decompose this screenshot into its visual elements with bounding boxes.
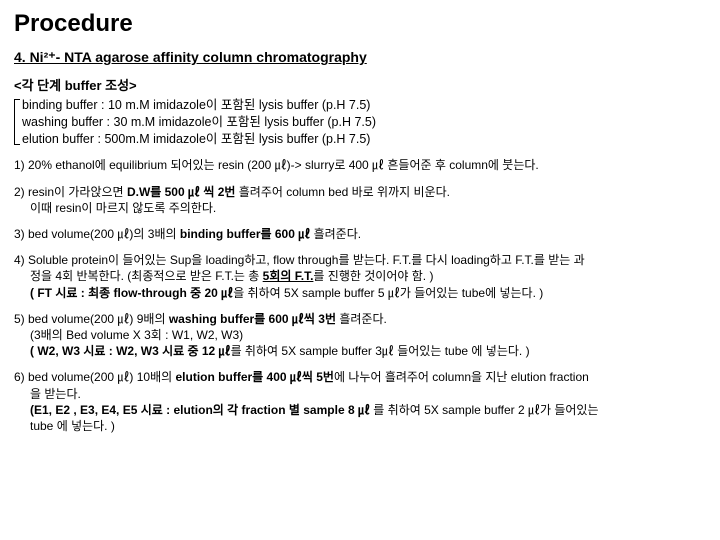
step-6-a: 6) bed volume(200 ㎕) 10배의 (14, 370, 176, 384)
step-6-e: 를 취하여 5X sample buffer 2 ㎕가 들어있는 (370, 403, 599, 417)
section-subtitle: 4. Ni²⁺- NTA agarose affinity column chr… (14, 48, 706, 67)
step-1: 1) 20% ethanol에 equilibrium 되어있는 resin (… (14, 157, 706, 173)
step-4-e: 을 취하여 5X sample buffer 5 ㎕가 들어있는 tube에 넣… (233, 286, 543, 300)
step-6-c: 에 나누어 흘려주어 column을 지난 elution fraction (334, 370, 589, 384)
step-2-a: 2) resin이 가라앉으면 (14, 185, 127, 199)
step-1-text: 1) 20% ethanol에 equilibrium 되어있는 resin (… (14, 158, 539, 172)
step-4-bold: 5회의 F.T. (263, 269, 314, 283)
step-6-bold: elution buffer를 400 ㎕씩 5번 (176, 370, 334, 384)
step-4-line2: 정을 4회 반복한다. (최종적으로 받은 F.T.는 총 5회의 F.T.를 … (14, 268, 706, 284)
step-6-d: (E1, E2 , E3, E4, E5 시료 : elution의 각 fra… (30, 403, 370, 417)
buffer-block: binding buffer : 10 m.M imidazole이 포함된 l… (14, 97, 706, 148)
bracket-icon (14, 99, 20, 146)
step-5-bold: washing buffer를 600 ㎕씩 3번 (169, 312, 336, 326)
step-5-c: 흘려준다. (336, 312, 387, 326)
step-5-e: ( W2, W3 시료 : W2, W3 시료 중 12 ㎕ (30, 344, 231, 358)
step-5: 5) bed volume(200 ㎕) 9배의 washing buffer를… (14, 311, 706, 360)
step-2: 2) resin이 가라앉으면 D.W를 500 ㎕ 씩 2번 흘려주어 col… (14, 184, 706, 216)
step-3: 3) bed volume(200 ㎕)의 3배의 binding buffer… (14, 226, 706, 242)
step-4-a2: 정을 4회 반복한다. (최종적으로 받은 F.T.는 총 (30, 269, 263, 283)
step-4-c: 를 진행한 것이어야 함. ) (313, 269, 433, 283)
step-4: 4) Soluble protein이 들어있는 Sup을 loading하고,… (14, 252, 706, 301)
buffer-heading: <각 단계 buffer 조성> (14, 77, 706, 95)
step-5-a: 5) bed volume(200 ㎕) 9배의 (14, 312, 169, 326)
step-6-e2: tube 에 넣는다. ) (14, 418, 706, 434)
buffer-line-1: binding buffer : 10 m.M imidazole이 포함된 l… (22, 97, 706, 114)
step-3-c: 흘려준다. (310, 227, 361, 241)
buffer-line-2: washing buffer : 30 m.M imidazole이 포함된 l… (22, 114, 706, 131)
step-5-line3: ( W2, W3 시료 : W2, W3 시료 중 12 ㎕를 취하여 5X s… (14, 343, 706, 359)
step-5-d: (3배의 Bed volume X 3회 : W1, W2, W3) (14, 327, 706, 343)
step-2-bold: D.W를 500 ㎕ 씩 2번 (127, 185, 235, 199)
step-3-bold: binding buffer를 600 ㎕ (180, 227, 310, 241)
step-4-d: ( FT 시료 : 최종 flow-through 중 20 ㎕ (30, 286, 233, 300)
buffer-line-3: elution buffer : 500m.M imidazole이 포함된 l… (22, 131, 706, 148)
step-6-c2: 을 받는다. (14, 386, 706, 402)
step-4-line3: ( FT 시료 : 최종 flow-through 중 20 ㎕을 취하여 5X… (14, 285, 706, 301)
step-3-a: 3) bed volume(200 ㎕)의 3배의 (14, 227, 180, 241)
step-2-d: 이때 resin이 마르지 않도록 주의한다. (14, 200, 706, 216)
step-6: 6) bed volume(200 ㎕) 10배의 elution buffer… (14, 369, 706, 434)
step-4-a: 4) Soluble protein이 들어있는 Sup을 loading하고,… (14, 253, 585, 267)
step-6-line3: (E1, E2 , E3, E4, E5 시료 : elution의 각 fra… (14, 402, 706, 418)
step-2-c: 흘려주어 column bed 바로 위까지 비운다. (235, 185, 450, 199)
step-5-f: 를 취하여 5X sample buffer 3㎕ 들어있는 tube 에 넣는… (231, 344, 530, 358)
page-title: Procedure (14, 8, 706, 40)
